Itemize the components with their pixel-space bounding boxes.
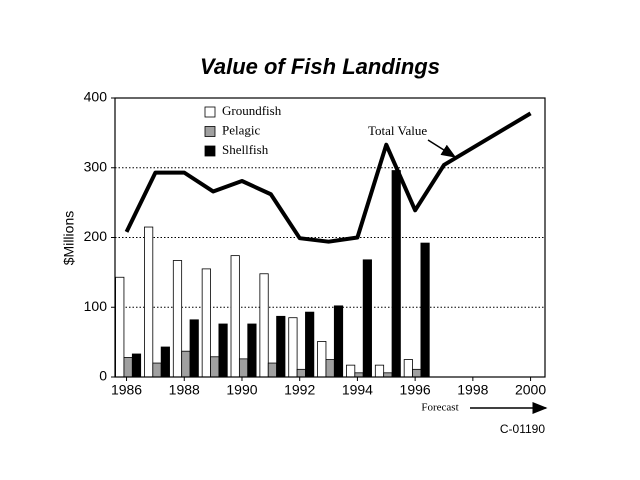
bar [412, 368, 422, 378]
x-tick-label: 1998 [457, 382, 488, 398]
bar [383, 372, 393, 378]
y-axis-label: $Millions [61, 211, 77, 265]
bar [259, 273, 269, 378]
bar [115, 276, 125, 378]
bar [296, 368, 306, 378]
line-annotation: Total Value [368, 123, 427, 138]
x-tick-label: 1994 [342, 382, 373, 398]
bar [181, 350, 191, 378]
legend-label: Shellfish [222, 142, 269, 157]
legend-label: Groundfish [222, 103, 282, 118]
annotation-arrow [427, 139, 457, 158]
bar [189, 319, 199, 378]
bar [210, 356, 220, 378]
bar [325, 359, 335, 378]
bar [230, 255, 240, 378]
bar [391, 170, 401, 378]
bar [288, 317, 298, 378]
forecast-label: Forecast [421, 402, 458, 414]
y-tick-label: 100 [84, 298, 108, 314]
legend-label: Pelagic [222, 122, 260, 137]
bar [317, 341, 327, 378]
y-tick-label: 200 [84, 228, 108, 244]
legend-marker [204, 106, 216, 118]
legend-marker [204, 145, 216, 157]
figure-code: C-01190 [500, 422, 545, 436]
line [124, 111, 532, 244]
bar [172, 260, 183, 378]
bar [160, 346, 170, 378]
bar [247, 323, 257, 378]
x-tick-label: 1992 [284, 382, 315, 398]
chart-title: Value of Fish Landings [200, 54, 440, 79]
bar [131, 353, 142, 378]
bar [218, 323, 228, 378]
bar [362, 259, 372, 378]
bar [374, 364, 385, 378]
y-tick-label: 0 [99, 368, 107, 384]
bar [420, 242, 430, 378]
bar [354, 372, 364, 378]
bar [305, 311, 315, 378]
x-tick-label: 1996 [400, 382, 431, 398]
bar [267, 362, 278, 378]
bar [238, 358, 249, 378]
bar [403, 359, 413, 378]
bar [123, 357, 133, 378]
bar [346, 364, 356, 378]
plot-frame [114, 97, 546, 378]
bar [144, 226, 154, 378]
x-tick-label: 1990 [226, 382, 257, 398]
x-tick-label: 1986 [111, 382, 142, 398]
bar [276, 315, 286, 378]
bar [333, 305, 344, 378]
bar [152, 362, 162, 378]
bar [201, 268, 211, 378]
legend-marker [204, 126, 216, 137]
y-tick-label: 300 [84, 158, 108, 174]
x-tick-label: 2000 [515, 382, 546, 398]
x-tick-label: 1988 [169, 382, 200, 398]
y-tick-label: 400 [84, 89, 108, 105]
